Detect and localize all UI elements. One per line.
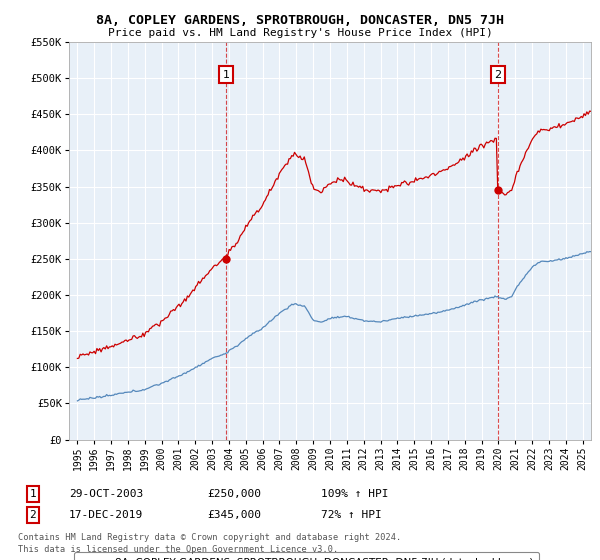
Text: 29-OCT-2003: 29-OCT-2003 — [69, 489, 143, 499]
Text: 109% ↑ HPI: 109% ↑ HPI — [321, 489, 389, 499]
Text: This data is licensed under the Open Government Licence v3.0.: This data is licensed under the Open Gov… — [18, 545, 338, 554]
Text: 2: 2 — [494, 69, 501, 80]
Text: 8A, COPLEY GARDENS, SPROTBROUGH, DONCASTER, DN5 7JH: 8A, COPLEY GARDENS, SPROTBROUGH, DONCAST… — [96, 14, 504, 27]
Legend: 8A, COPLEY GARDENS, SPROTBROUGH, DONCASTER, DN5 7JH (detached house), HPI: Avera: 8A, COPLEY GARDENS, SPROTBROUGH, DONCAST… — [74, 552, 539, 560]
Text: 72% ↑ HPI: 72% ↑ HPI — [321, 510, 382, 520]
Text: 17-DEC-2019: 17-DEC-2019 — [69, 510, 143, 520]
Text: 2: 2 — [29, 510, 37, 520]
Text: Price paid vs. HM Land Registry's House Price Index (HPI): Price paid vs. HM Land Registry's House … — [107, 28, 493, 38]
Text: £345,000: £345,000 — [207, 510, 261, 520]
Text: £250,000: £250,000 — [207, 489, 261, 499]
Text: 1: 1 — [29, 489, 37, 499]
Text: Contains HM Land Registry data © Crown copyright and database right 2024.: Contains HM Land Registry data © Crown c… — [18, 533, 401, 542]
Text: 1: 1 — [223, 69, 230, 80]
